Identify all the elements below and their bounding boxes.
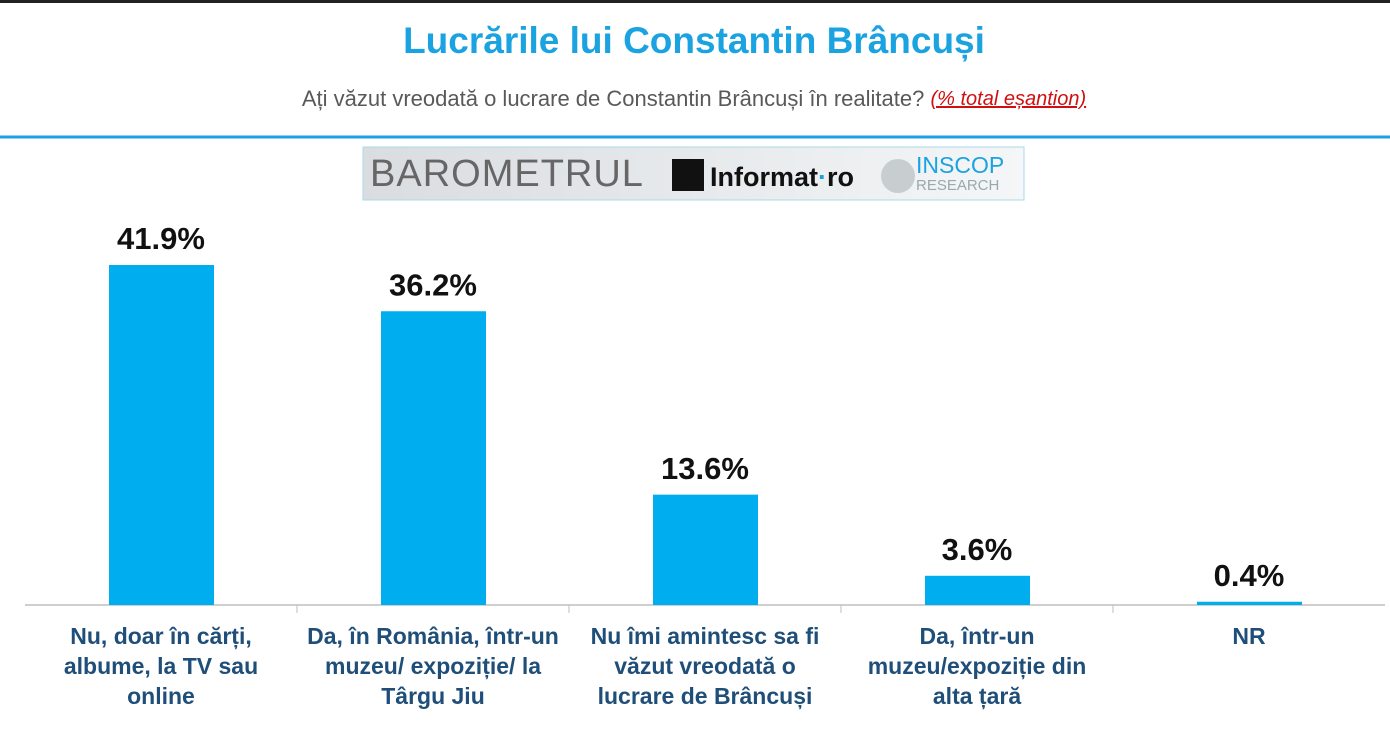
- logo-circle: [881, 159, 915, 193]
- bar: [381, 311, 486, 605]
- bar: [1197, 601, 1302, 605]
- value-label: 13.6%: [661, 451, 749, 486]
- logo-inscop: INSCOP: [916, 152, 1004, 178]
- logo-icon: [672, 159, 704, 191]
- bar: [109, 265, 214, 605]
- x-tick-label: NR: [1232, 623, 1266, 649]
- x-tick-label: Nu, doar în cărți, albume, la TV sau onl…: [63, 623, 259, 709]
- value-label: 3.6%: [942, 532, 1013, 567]
- value-label: 0.4%: [1214, 558, 1285, 593]
- logo-informat-b: ro: [827, 162, 854, 192]
- x-tick-label: Nu îmi amintesc sa fi văzut vreodată o l…: [590, 623, 820, 709]
- bar: [653, 494, 758, 605]
- chart: Lucrările lui Constantin Brâncuși Ați vă…: [0, 20, 1390, 613]
- note: (% total eșantion): [930, 88, 1086, 110]
- logo-barometrul: BAROMETRUL: [370, 153, 644, 195]
- x-tick-label: Da, într-un muzeu/expoziție din alta țar…: [867, 623, 1087, 709]
- chart-title: Lucrările lui Constantin Brâncuși: [403, 20, 985, 61]
- x-tick-label: Da, în România, într-un muzeu/ expoziție…: [307, 623, 559, 709]
- logo-informat-a: Informat: [710, 162, 818, 192]
- logo-research: RESEARCH: [916, 177, 999, 194]
- value-label: 41.9%: [117, 221, 205, 256]
- subtitle-line: Ați văzut vreodată o lucrare de Constant…: [302, 86, 1086, 111]
- logo-informat: Informat·ro: [710, 162, 854, 192]
- bar: [925, 575, 1030, 605]
- value-label: 36.2%: [389, 267, 477, 302]
- subtitle: Ați văzut vreodată o lucrare de Constant…: [302, 86, 924, 111]
